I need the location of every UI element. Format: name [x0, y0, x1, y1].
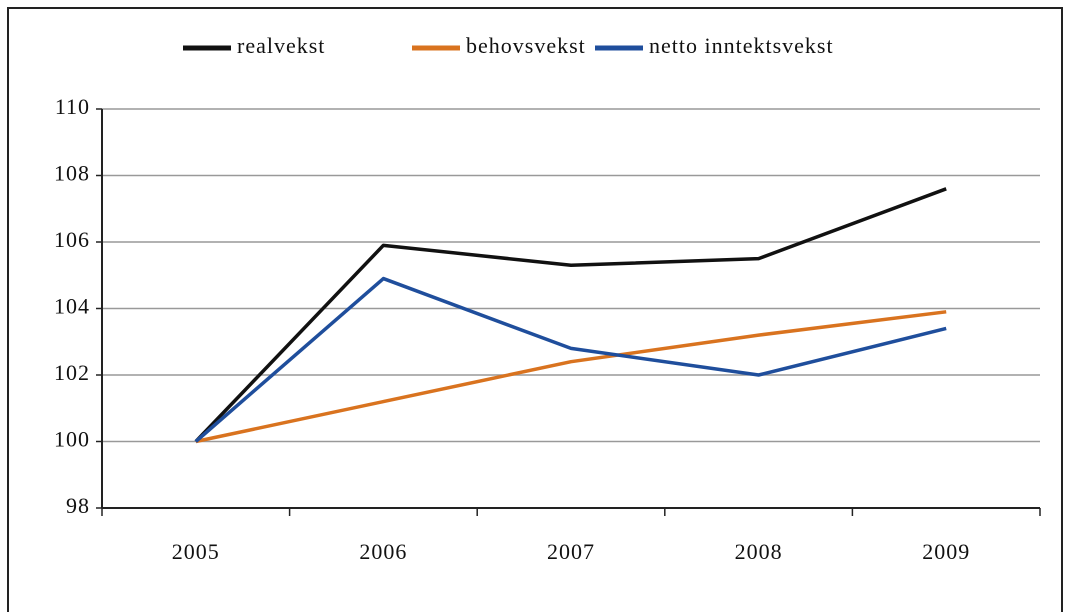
legend-label: netto inntektsvekst: [649, 33, 834, 58]
legend-label: behovsvekst: [466, 33, 586, 58]
y-tick-label: 102: [54, 360, 90, 385]
x-tick-label: 2006: [359, 539, 407, 564]
y-tick-label: 106: [54, 227, 90, 252]
line-series: [195, 310, 947, 444]
y-tick-label: 108: [54, 161, 90, 186]
y-tick-label: 104: [54, 294, 90, 319]
frame: [7, 7, 1063, 612]
legend-label: realvekst: [237, 33, 325, 58]
x-tick-label: 2005: [172, 539, 220, 564]
y-tick-label: 110: [55, 94, 90, 119]
y-tick-label: 98: [66, 493, 90, 518]
x-tick-label: 2009: [922, 539, 970, 564]
y-tick-label: 100: [54, 427, 90, 452]
line-series: [194, 276, 947, 443]
x-tick-label: 2007: [547, 539, 595, 564]
x-tick-label: 2008: [735, 539, 783, 564]
line-series: [194, 187, 947, 443]
